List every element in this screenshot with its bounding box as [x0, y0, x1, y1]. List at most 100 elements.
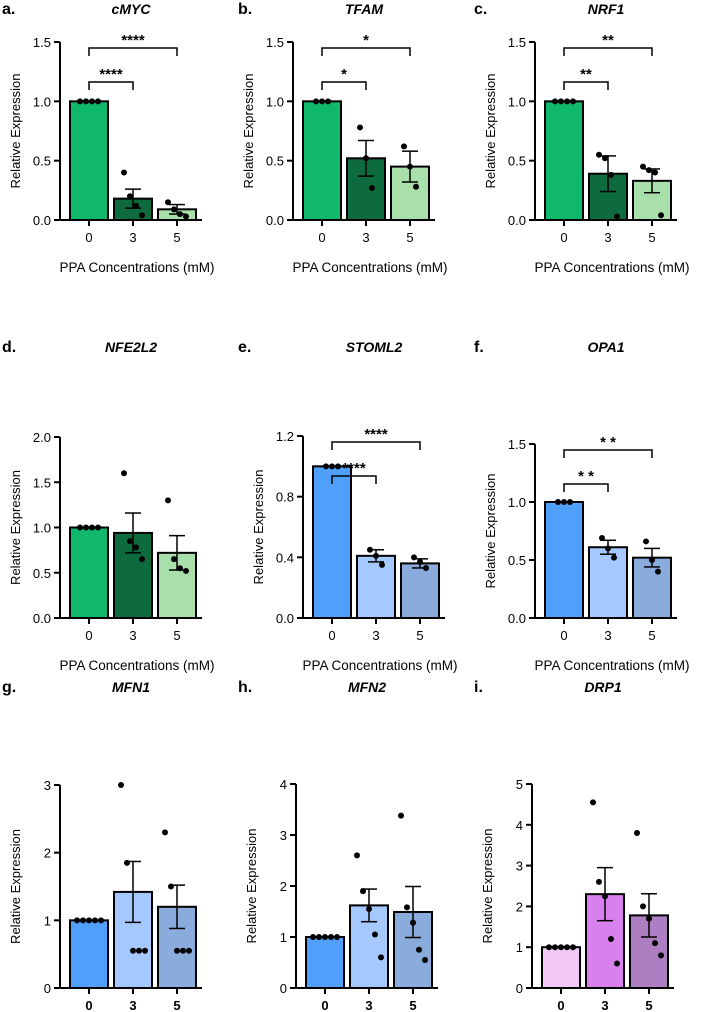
- data-point: [643, 538, 649, 545]
- data-point: [366, 905, 372, 912]
- data-point: [555, 499, 561, 505]
- data-point: [411, 554, 417, 561]
- data-point: [599, 534, 605, 541]
- y-tick-label: 0.0: [508, 611, 526, 626]
- data-point: [652, 940, 658, 947]
- x-axis-label: PPA Concentrations (mM): [292, 260, 447, 275]
- y-tick-label: 3: [516, 859, 523, 874]
- data-point: [313, 98, 319, 105]
- panel-letter: d.: [2, 339, 16, 356]
- data-point: [310, 934, 316, 940]
- y-tick-label: 3: [44, 778, 51, 793]
- bar-0: [541, 946, 581, 990]
- data-point: [417, 558, 423, 565]
- data-point: [354, 852, 360, 859]
- data-point: [640, 903, 646, 910]
- significance-bracket: [563, 81, 609, 90]
- data-point: [83, 98, 89, 105]
- x-tick-label: 0: [560, 230, 567, 245]
- y-tick-label: 1.5: [266, 35, 284, 50]
- x-tick-label: 0: [560, 628, 567, 643]
- data-point: [127, 538, 133, 545]
- x-tick-label: 3: [129, 230, 136, 245]
- y-tick-label: 0.5: [266, 154, 284, 169]
- significance-label: ****: [99, 66, 123, 83]
- data-point: [80, 917, 86, 924]
- y-tick-label: 2: [280, 879, 287, 894]
- data-point: [183, 213, 189, 220]
- data-point: [646, 915, 652, 922]
- y-tick-label: 4: [516, 818, 523, 833]
- data-point: [605, 545, 611, 552]
- chart-panel-2: b. TFAM 0.0 0.5 1.0 1.5 Relative Expression 0 3 5…: [238, 1, 448, 275]
- y-axis-label: Relative Expression: [483, 74, 498, 189]
- y-axis-label: Relative Expression: [483, 474, 498, 589]
- y-tick-label: 5: [516, 777, 523, 792]
- y-tick-label: 1.5: [33, 35, 51, 50]
- data-point: [95, 524, 101, 531]
- y-tick-label: 4: [280, 777, 287, 792]
- data-point: [416, 946, 422, 953]
- data-point: [658, 952, 664, 959]
- data-point: [410, 919, 416, 926]
- x-tick-label: 5: [409, 998, 416, 1012]
- data-point: [118, 782, 124, 788]
- data-point: [634, 829, 640, 836]
- data-point: [646, 167, 652, 174]
- data-point: [608, 171, 614, 178]
- data-point: [130, 947, 136, 954]
- x-tick-label: 5: [173, 628, 180, 643]
- y-tick-label: 0.5: [33, 566, 51, 581]
- data-point: [323, 463, 329, 470]
- data-point: [379, 561, 385, 568]
- data-point: [74, 917, 80, 924]
- data-point: [335, 463, 341, 470]
- data-point: [404, 904, 410, 911]
- y-tick-label: 1.0: [508, 495, 526, 510]
- x-tick-label: 3: [601, 998, 608, 1012]
- significance-bracket: [331, 475, 377, 484]
- data-point: [127, 193, 133, 200]
- y-axis-label: Relative Expression: [8, 74, 23, 189]
- data-point: [567, 499, 573, 505]
- y-tick-label: 0: [516, 981, 523, 996]
- significance-label: * *: [578, 468, 594, 485]
- x-tick-label: 3: [604, 628, 611, 643]
- x-axis-label: PPA Concentrations (mM): [59, 658, 214, 673]
- significance-label: *: [341, 66, 347, 83]
- data-point: [133, 544, 139, 551]
- data-point: [83, 524, 89, 531]
- significance-label: ****: [364, 426, 388, 443]
- data-point: [363, 155, 369, 162]
- chart-title: DRP1: [584, 679, 622, 695]
- data-point: [165, 199, 171, 206]
- data-point: [357, 124, 363, 131]
- chart-panel-5: e. STOML2 0.0 0.4 0.8 1.2 Relative Expression 0…: [238, 339, 458, 673]
- data-point: [133, 202, 139, 209]
- y-tick-label: 0.5: [33, 154, 51, 169]
- y-tick-label: 1.5: [508, 35, 526, 50]
- x-tick-label: 0: [557, 998, 564, 1012]
- data-point: [611, 554, 617, 561]
- y-tick-label: 1.0: [508, 94, 526, 109]
- x-tick-label: 0: [328, 628, 335, 643]
- bar-0: [69, 919, 109, 989]
- data-point: [334, 934, 340, 940]
- significance-bracket: [88, 81, 134, 90]
- panel-letter: e.: [238, 339, 251, 356]
- data-point: [121, 169, 127, 176]
- chart-title: MFN1: [112, 679, 150, 695]
- bar-0: [312, 465, 352, 619]
- data-point: [319, 98, 325, 105]
- chart-title: cMYC: [112, 1, 152, 17]
- data-point: [367, 546, 373, 553]
- bar-5: [400, 562, 440, 619]
- significance-bracket: [88, 47, 178, 56]
- panel-letter: f.: [474, 339, 484, 356]
- bar-0: [69, 526, 109, 619]
- chart-title: STOML2: [346, 339, 403, 355]
- significance-bracket: [321, 47, 411, 56]
- significance-label: ****: [121, 32, 145, 49]
